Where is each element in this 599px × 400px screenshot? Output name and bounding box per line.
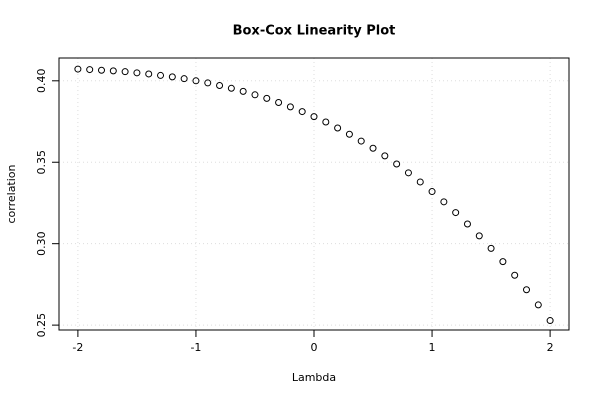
point [345,130,353,138]
point [523,286,530,294]
y-tick-label: 0.25 [35,313,48,338]
point [310,113,318,121]
x-tick-label: 0 [311,341,318,354]
point [227,84,235,92]
point [74,65,82,73]
point [452,209,460,217]
y-tick-label: 0.30 [35,231,48,256]
point [416,178,424,186]
x-tick-label: 1 [429,341,436,354]
point [357,137,365,145]
x-tick-label: -2 [72,341,83,354]
plot-frame [58,57,570,331]
point [263,94,271,102]
point [393,160,401,168]
point [204,79,212,87]
x-tick-label: 2 [547,341,554,354]
point [428,188,436,196]
point [499,258,507,266]
point [534,301,542,309]
point [121,68,129,76]
point [192,77,200,85]
x-axis-label: Lambda [292,371,336,384]
point [98,66,105,74]
point [168,73,176,81]
point [463,220,471,228]
point [440,198,448,206]
point [298,108,306,116]
point [86,66,94,74]
point [239,87,247,95]
point [286,103,294,111]
point [369,144,377,152]
point [404,169,412,177]
x-tick-label: -1 [190,341,201,354]
point [475,232,483,240]
chart-title: Box-Cox Linearity Plot [233,24,396,39]
point [322,118,330,126]
point [511,271,519,279]
point [216,82,224,90]
y-axis-label: correlation [5,164,18,223]
point [180,75,188,83]
point [487,244,495,252]
point [157,71,165,79]
y-tick-label: 0.35 [35,150,48,175]
point [381,152,389,160]
point [145,70,153,78]
point [109,67,117,75]
point [334,124,342,132]
point [251,91,259,99]
point [546,317,554,325]
point [133,69,141,77]
point [275,98,283,106]
y-tick-label: 0.40 [35,69,48,94]
